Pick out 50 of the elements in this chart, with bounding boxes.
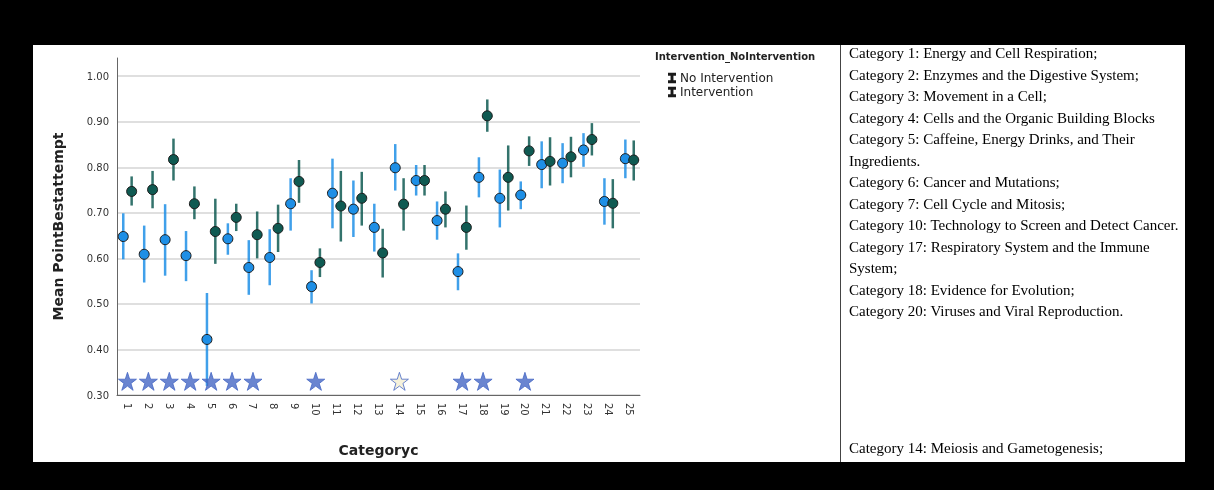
- y-tick-label: 0.60: [86, 252, 109, 264]
- x-tick-label: 23: [582, 403, 594, 416]
- y-tick-label: 0.40: [86, 343, 109, 355]
- text: Category 10: Technology to Screen and Detect Cancer.: [849, 216, 1180, 235]
- text: Category 18: Evidence for Evolution;: [849, 280, 1076, 300]
- x-tick-label: 17: [456, 403, 468, 416]
- text: Category 6: Cancer and Mutations;: [849, 173, 1061, 192]
- text: Category 5: Caffeine, Energy Drinks, and Their Ingredients.: [849, 130, 1136, 171]
- x-tick-label: 4: [184, 403, 196, 410]
- y-tick-label: 0.50: [86, 298, 109, 310]
- x-tick-label: 5: [205, 403, 217, 410]
- x-tick-label: 25: [624, 403, 636, 416]
- text: Category 3: Movement in a Cell;: [849, 87, 1048, 106]
- x-tick-label: 12: [352, 403, 364, 416]
- x-tick-label: 11: [331, 403, 343, 416]
- text: Category 14: Meiosis and Gametogenesis;: [849, 438, 1105, 458]
- x-axis-title: Categoryc: [338, 442, 419, 458]
- x-tick-label: 22: [561, 403, 573, 416]
- x-tick-label: 9: [289, 403, 301, 410]
- y-tick-label: 0.30: [86, 389, 109, 401]
- text: Category 17: Respiratory System and the Immune System;: [849, 237, 1151, 278]
- x-tick-label: 3: [163, 403, 175, 410]
- x-tick-label: 6: [226, 403, 238, 410]
- x-tick-label: 10: [310, 403, 322, 416]
- x-tick-label: 14: [393, 403, 405, 416]
- x-tick-label: 16: [435, 403, 447, 416]
- y-axis-title: Mean PointBestattempt: [50, 132, 66, 321]
- y-tick-label: 0.80: [86, 161, 109, 173]
- legend-label: Intervention: [680, 85, 754, 99]
- x-tick-label: 19: [498, 403, 510, 416]
- x-tick-label: 21: [540, 403, 552, 416]
- text: Category 20: Viruses and Viral Reproduction.: [849, 302, 1125, 321]
- x-tick-label: 15: [414, 403, 426, 416]
- y-tick-label: 1.00: [86, 70, 109, 82]
- text: Category 1: Energy and Cell Respiration;: [849, 44, 1099, 63]
- x-tick-label: 2: [142, 403, 154, 410]
- x-tick-label: 18: [477, 403, 489, 416]
- legend-label: No Intervention: [680, 71, 774, 85]
- legend-title: Intervention_NoIntervention: [655, 50, 816, 63]
- text: Category 4: Cells and the Organic Building Blocks: [849, 108, 1156, 128]
- y-tick-label: 0.70: [86, 207, 109, 219]
- y-tick-label: 0.90: [86, 116, 109, 128]
- x-tick-label: 20: [519, 403, 531, 416]
- x-tick-label: 24: [603, 403, 615, 416]
- x-tick-label: 8: [268, 403, 280, 410]
- x-tick-label: 13: [373, 403, 384, 416]
- x-tick-label: 1: [121, 403, 133, 410]
- text: Category 7: Cell Cycle and Mitosis;: [849, 194, 1067, 214]
- text: Category 2: Enzymes and the Digestive System;: [849, 65, 1140, 85]
- x-tick-label: 7: [247, 403, 259, 410]
